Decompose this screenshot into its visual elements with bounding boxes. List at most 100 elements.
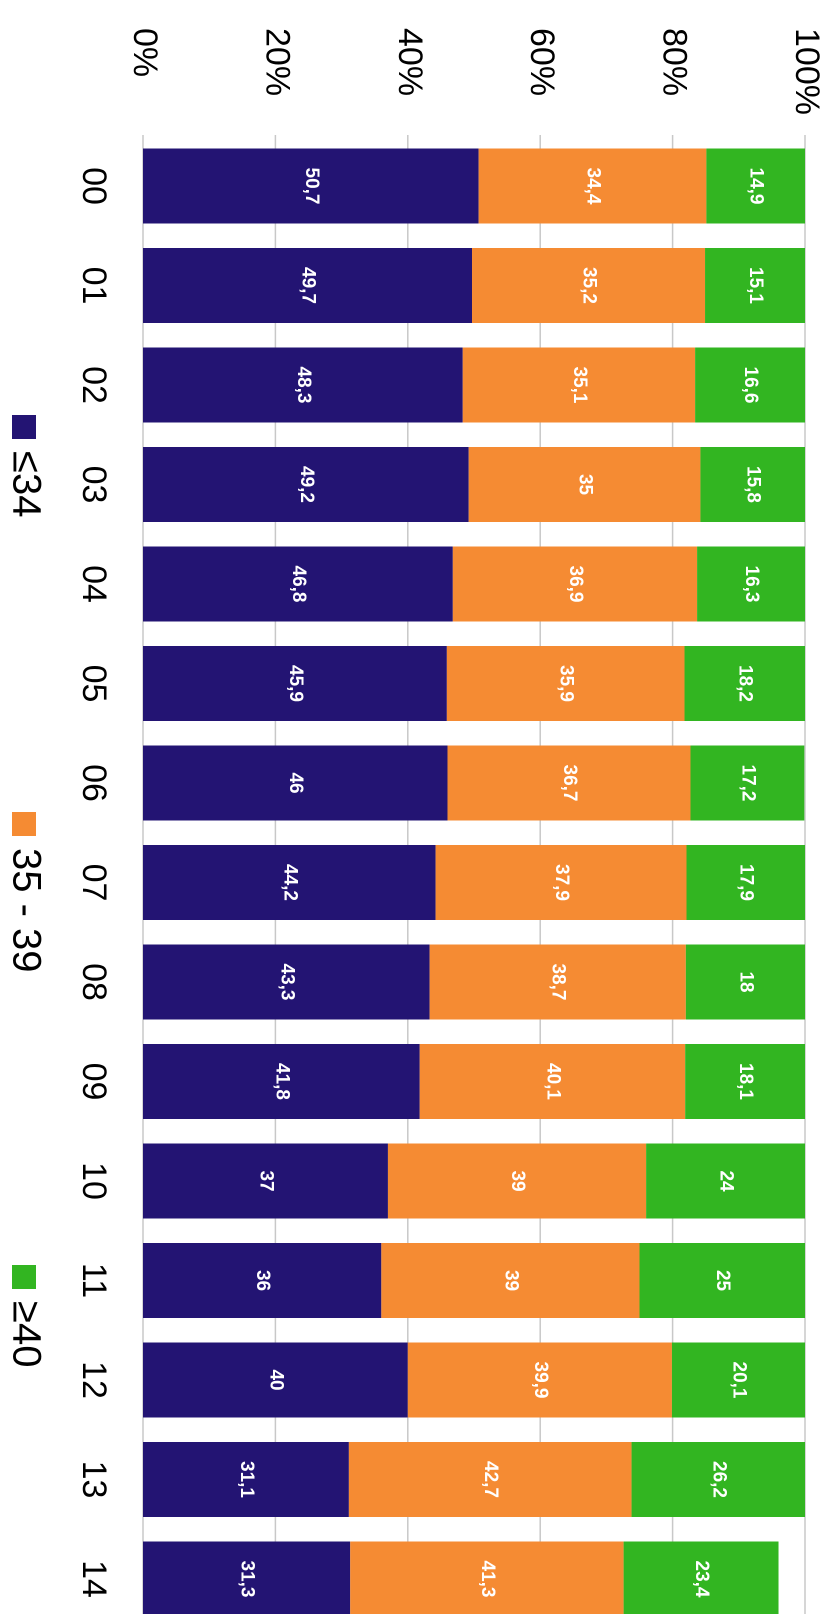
value-tick-label: 60% bbox=[523, 28, 561, 96]
bar-segment bbox=[690, 745, 805, 821]
data-labels: 50,7 34,4 14,9 49,7 35,2 15,1 48,3 35,1 16,6 49,2… bbox=[236, 168, 767, 1598]
legend: ≤34 35 - 39 ≥40 bbox=[4, 415, 48, 1367]
bar-segment bbox=[452, 546, 698, 622]
bar-segment bbox=[631, 1442, 805, 1517]
data-label: 39 bbox=[500, 1270, 521, 1291]
category-tick-label: 14 bbox=[75, 1560, 113, 1598]
bar-segment bbox=[478, 148, 707, 224]
data-label: 31,3 bbox=[237, 1561, 258, 1598]
data-label: 45,9 bbox=[285, 665, 306, 702]
bar-segment bbox=[143, 1442, 349, 1517]
data-label: 48,3 bbox=[293, 367, 314, 404]
category-tick-label: 13 bbox=[75, 1461, 113, 1499]
data-label: 46,8 bbox=[288, 566, 309, 603]
data-label: 18 bbox=[735, 971, 756, 992]
bar-segment bbox=[684, 646, 805, 721]
legend-label: ≤34 bbox=[4, 451, 48, 517]
bar-segment bbox=[429, 944, 686, 1020]
data-label: 49,2 bbox=[296, 466, 317, 503]
category-tick-label: 07 bbox=[75, 864, 113, 902]
data-label: 36,7 bbox=[559, 765, 580, 802]
bar-segment bbox=[446, 646, 685, 721]
data-label: 50,7 bbox=[301, 168, 322, 205]
data-label: 40 bbox=[265, 1369, 286, 1390]
bar-segment bbox=[143, 148, 479, 224]
data-label: 15,8 bbox=[743, 466, 764, 503]
bar-segment bbox=[700, 447, 805, 522]
category-tick-label: 11 bbox=[75, 1263, 113, 1298]
category-tick-label: 02 bbox=[75, 366, 113, 404]
data-label: 24 bbox=[716, 1170, 737, 1192]
bar-segment bbox=[143, 845, 436, 920]
bar-segment bbox=[468, 447, 701, 522]
bar-segment bbox=[435, 845, 687, 920]
data-label: 35 bbox=[575, 474, 596, 496]
category-tick-label: 12 bbox=[75, 1361, 113, 1399]
category-tick-label: 04 bbox=[75, 565, 113, 603]
category-tick-label: 10 bbox=[75, 1162, 113, 1200]
data-label: 42,7 bbox=[480, 1461, 501, 1498]
bar-segment bbox=[143, 1044, 420, 1119]
data-label: 44,2 bbox=[279, 864, 300, 901]
category-tick-label: 03 bbox=[75, 466, 113, 504]
bar-segment bbox=[705, 248, 805, 323]
bar-segment bbox=[646, 1143, 805, 1219]
axis-labels: 0% 20% 40% 60% 80% 100% 00 01 02 03 04 05 06 07 08 09 10… bbox=[75, 28, 826, 1598]
data-label: 26,2 bbox=[708, 1461, 729, 1498]
bar-segment bbox=[462, 347, 696, 423]
legend-swatch bbox=[12, 812, 36, 836]
category-tick-label: 06 bbox=[75, 764, 113, 802]
data-label: 41,8 bbox=[271, 1063, 292, 1100]
data-label: 43,3 bbox=[276, 964, 297, 1001]
data-label: 23,4 bbox=[691, 1561, 712, 1598]
value-tick-label: 0% bbox=[126, 28, 164, 77]
bar-segment bbox=[143, 347, 463, 423]
data-label: 15,1 bbox=[745, 267, 766, 304]
bars bbox=[143, 148, 805, 1614]
bar-segment bbox=[623, 1541, 779, 1614]
category-tick-label: 00 bbox=[75, 167, 113, 205]
value-tick-label: 100% bbox=[788, 28, 826, 115]
bar-segment bbox=[143, 1342, 408, 1418]
bar-segment bbox=[143, 944, 430, 1020]
data-label: 46 bbox=[285, 772, 306, 793]
data-label: 37,9 bbox=[551, 864, 572, 901]
data-label: 39,9 bbox=[530, 1362, 551, 1399]
legend-label: 35 - 39 bbox=[4, 848, 48, 973]
bar-segment bbox=[639, 1243, 805, 1318]
bar-segment bbox=[143, 248, 473, 323]
value-tick-label: 20% bbox=[258, 28, 296, 96]
data-label: 25 bbox=[712, 1270, 733, 1292]
bar-segment bbox=[686, 845, 805, 920]
data-label: 35,2 bbox=[579, 267, 600, 304]
category-tick-label: 09 bbox=[75, 1063, 113, 1101]
bar-segment bbox=[671, 1342, 805, 1418]
category-tick-label: 01 bbox=[75, 267, 113, 305]
bar-segment bbox=[143, 1243, 382, 1318]
bar-segment bbox=[143, 646, 447, 721]
data-label: 16,6 bbox=[740, 367, 761, 404]
data-label: 38,7 bbox=[548, 964, 569, 1001]
bar-segment bbox=[143, 1143, 388, 1219]
bar-segment bbox=[350, 1541, 624, 1614]
data-label: 35,1 bbox=[569, 367, 590, 404]
bar-segment bbox=[685, 1044, 805, 1119]
data-label: 49,7 bbox=[297, 267, 318, 304]
bar-segment bbox=[695, 347, 805, 423]
bar-segment bbox=[407, 1342, 672, 1418]
data-label: 17,9 bbox=[736, 864, 757, 901]
bar-segment bbox=[381, 1243, 640, 1318]
data-label: 14,9 bbox=[746, 168, 767, 205]
bar-segment bbox=[447, 745, 691, 821]
data-label: 36 bbox=[252, 1270, 273, 1291]
bar-segment bbox=[419, 1044, 686, 1119]
category-tick-label: 08 bbox=[75, 963, 113, 1001]
data-label: 37 bbox=[255, 1170, 276, 1191]
data-label: 35,9 bbox=[556, 665, 577, 702]
legend-swatch bbox=[12, 415, 36, 439]
data-label: 20,1 bbox=[728, 1362, 749, 1399]
bar-segment bbox=[348, 1442, 632, 1517]
category-tick-label: 05 bbox=[75, 665, 113, 703]
data-label: 18,1 bbox=[735, 1063, 756, 1100]
